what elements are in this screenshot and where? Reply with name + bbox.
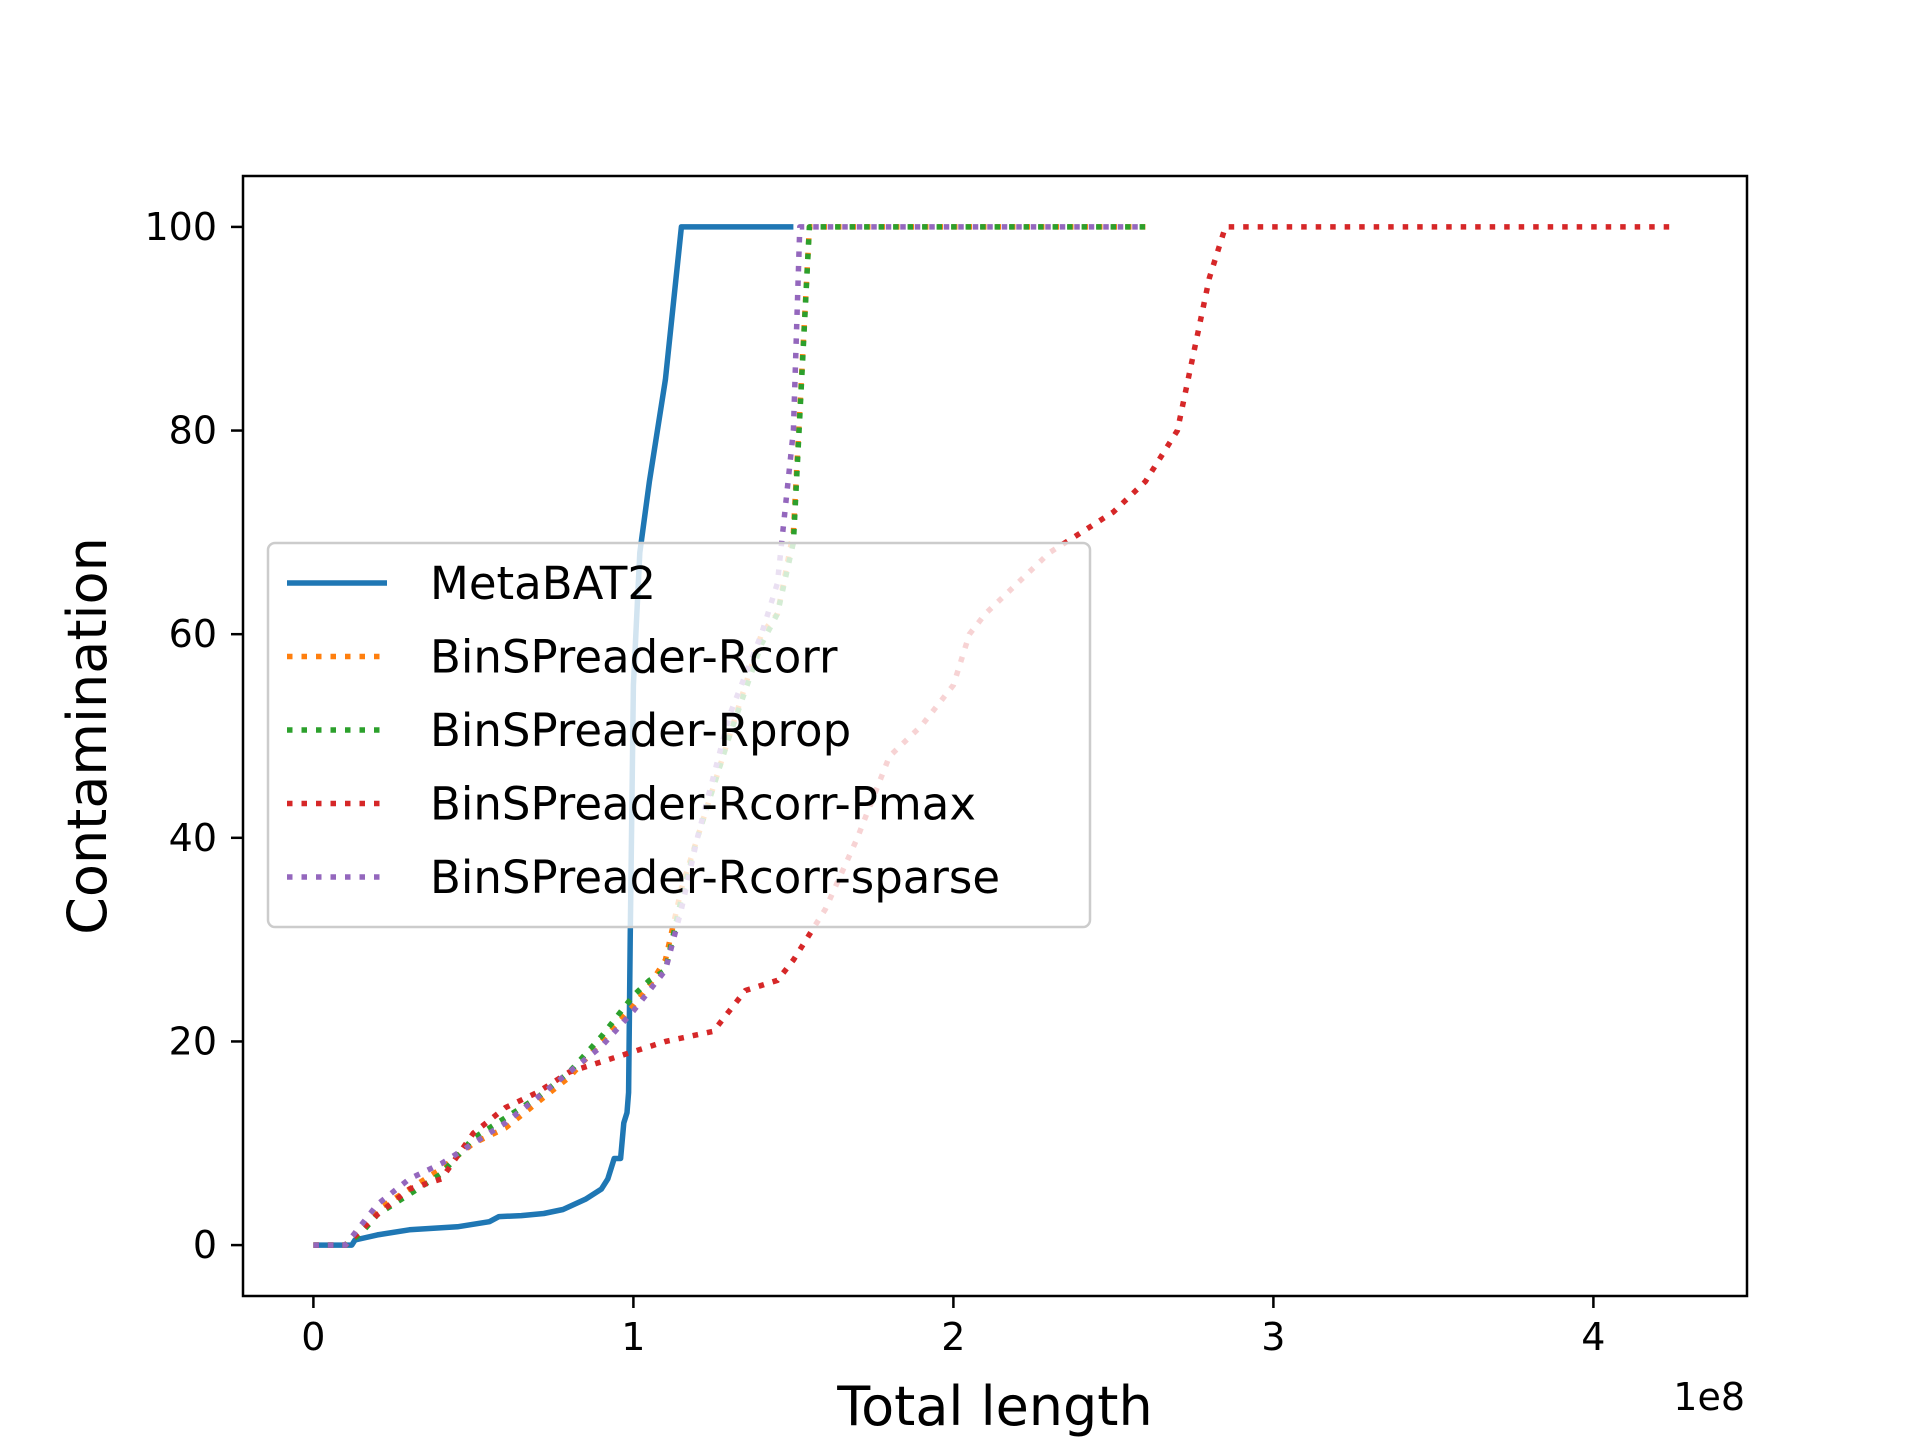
x-tick-label: 3 <box>1261 1315 1285 1359</box>
axes-frame <box>241 174 1749 1298</box>
series-layer <box>313 224 1674 1248</box>
x-tick-label: 1 <box>621 1315 645 1359</box>
legend-label-3: BinSPreader-Rprop <box>430 704 851 757</box>
y-tick-label: 100 <box>144 205 217 249</box>
y-axis-ticks: 0 20 40 60 80 100 <box>144 205 243 1267</box>
legend-entries: MetaBAT2 BinSPreader-Rcorr BinSPreader-Rpr… <box>287 557 1000 904</box>
plot-area <box>241 174 1749 1298</box>
y-tick-label: 40 <box>169 816 217 860</box>
x-tick-label: 4 <box>1581 1315 1605 1359</box>
series-line-3 <box>313 224 1146 1248</box>
x-axis-multiplier: 1e8 <box>1673 1375 1745 1419</box>
series-line-2 <box>313 224 1146 1248</box>
series-line-4 <box>313 224 1674 1248</box>
x-tick-label: 2 <box>941 1315 965 1359</box>
series-line-5 <box>313 224 1146 1248</box>
legend-label-1: MetaBAT2 <box>430 557 656 610</box>
legend-label-4: BinSPreader-Rcorr-Pmax <box>430 778 976 831</box>
legend-box <box>266 541 1092 929</box>
y-tick-label: 20 <box>169 1019 217 1063</box>
y-axis-label: Contamination <box>56 537 119 935</box>
x-axis-label: Total length <box>836 1375 1152 1438</box>
x-tick-label: 0 <box>301 1315 325 1359</box>
y-tick-label: 80 <box>169 409 217 453</box>
legend-label-2: BinSPreader-Rcorr <box>430 631 838 684</box>
series-line-1 <box>313 224 794 1248</box>
legend-label-5: BinSPreader-Rcorr-sparse <box>430 851 1000 904</box>
x-axis-ticks: 0 1 2 3 4 <box>301 1296 1605 1359</box>
y-tick-label: 60 <box>169 612 217 656</box>
legend: MetaBAT2 BinSPreader-Rcorr BinSPreader-Rpr… <box>266 541 1092 929</box>
y-tick-label: 0 <box>193 1223 217 1267</box>
